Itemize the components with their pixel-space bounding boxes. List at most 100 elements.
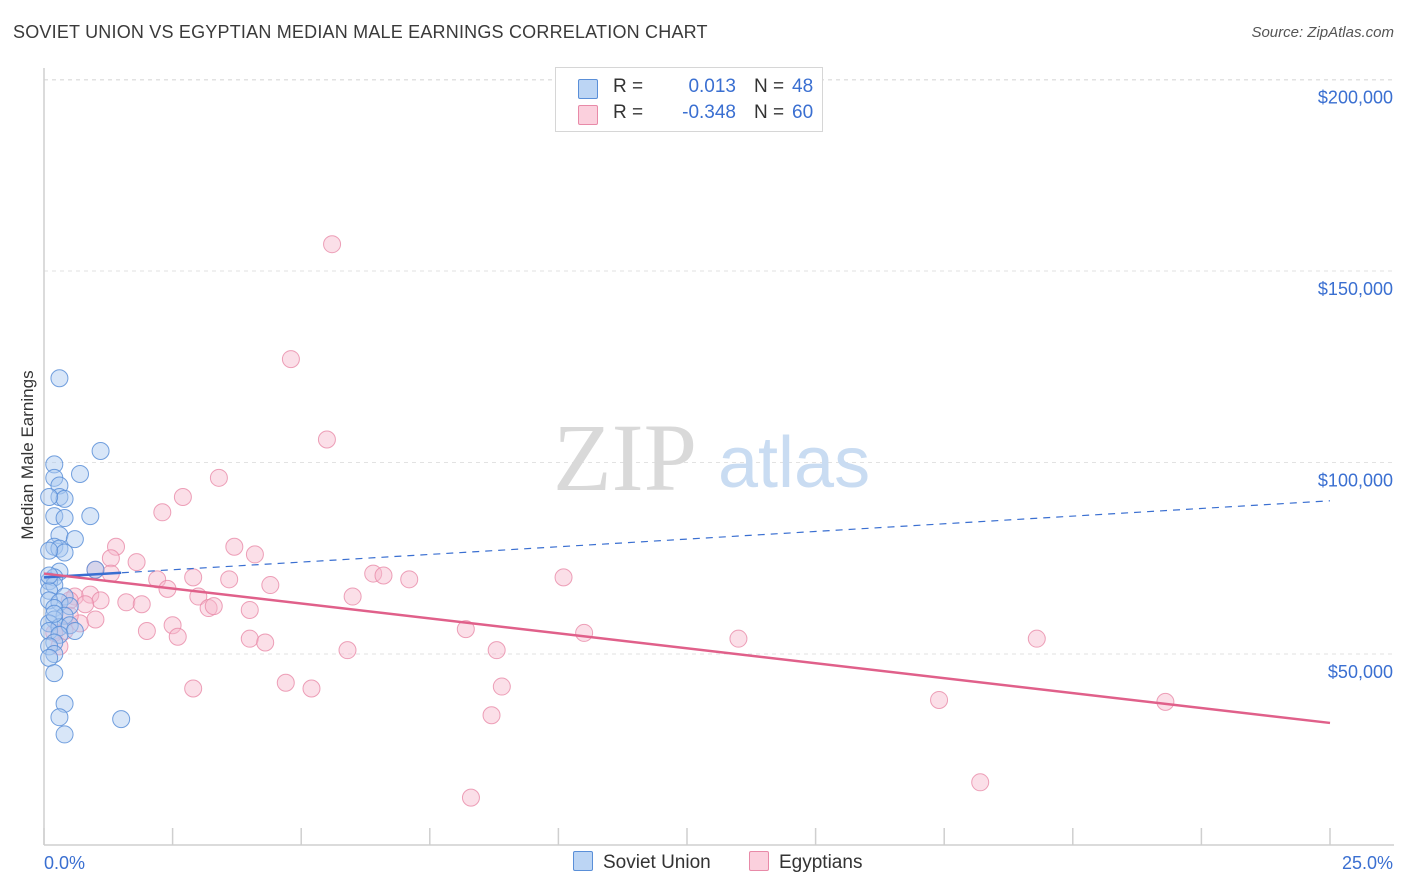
watermark-zip: ZIP [553,404,697,511]
egyptians-point [117,593,136,612]
egyptians-swatch-icon [578,105,598,125]
legend-r-value: 0.013 [688,76,736,97]
bottom-legend-egyptians-label: Egyptians [779,852,863,873]
soviet-union-point [91,442,110,461]
tick-labels: $50,000 $100,000 $150,000 $200,000 0.0% 25.0% [44,88,1393,874]
egyptians-point [323,235,342,254]
egyptians-point [245,545,264,564]
soviet-union-point [40,581,59,600]
y-tick-label: $100,000 [1318,471,1393,491]
egyptians-point [400,570,419,589]
egyptians-point [101,549,120,568]
chart-title: SOVIET UNION VS EGYPTIAN MEDIAN MALE EAR… [13,22,708,42]
egyptians-point [281,350,300,369]
legend-r-label: R = [613,76,644,97]
egyptians-point [343,587,362,606]
egyptians-point [168,627,187,646]
egyptians-point [240,629,259,648]
soviet-union-point [40,487,59,506]
soviet-union-point [40,648,59,667]
soviet-union-point [55,725,74,744]
soviet-union-point [50,708,69,727]
bottom-legend-egyptians[interactable]: Egyptians [749,851,862,874]
axes [43,68,1394,846]
egyptians-point [492,677,511,696]
egyptians-point [374,566,393,585]
soviet-union-point [40,614,59,633]
legend-n-label: N = [754,102,785,123]
soviet-union-point [45,455,64,474]
soviet-union-points [40,369,131,744]
egyptians-point [261,576,280,595]
soviet-union-trend-dashed [43,500,1331,578]
soviet-union-point [55,543,74,562]
soviet-union-point [65,530,84,549]
egyptians-point [317,430,336,449]
soviet-union-point [45,664,64,683]
egyptians-point [184,679,203,698]
bottom-legend-soviet[interactable]: Soviet Union [573,851,711,874]
egyptians-point [240,600,259,619]
soviet-union-point [55,509,74,528]
egyptians-point [81,585,100,604]
egyptians-point [729,629,748,648]
egyptians-point [971,773,990,792]
egyptians-point [456,620,475,639]
x-tick-label: 25.0% [1342,853,1393,873]
egyptians-point [132,595,151,614]
soviet-union-point [55,587,74,606]
legend-n-value: 48 [792,76,814,97]
soviet-union-trend-solid [43,571,122,579]
egyptians-point [91,591,110,610]
egyptians-point [209,468,228,487]
egyptians-point [338,641,357,660]
egyptians-point [173,487,192,506]
soviet-union-point [40,541,59,560]
egyptians-point [204,597,223,616]
egyptians-point [153,503,172,522]
y-tick-label: $200,000 [1318,88,1393,108]
legend-r-label: R = [613,102,644,123]
watermark-atlas: atlas [718,423,870,503]
soviet-swatch-icon [573,851,593,871]
egyptians-point [76,595,95,614]
correlation-legend: R = 0.013 N = 48 R = -0.348 N = 60 [555,67,823,132]
soviet-union-point [71,464,90,483]
soviet-union-point [50,593,69,612]
soviet-union-point [45,604,64,623]
x-tick-label: 0.0% [44,853,85,873]
soviet-union-point [60,597,79,616]
y-tick-label: $50,000 [1328,662,1393,682]
egyptians-point [163,616,182,635]
bottom-legend-soviet-label: Soviet Union [603,852,711,873]
soviet-union-point [50,369,69,388]
egyptians-point [930,690,949,709]
watermark: ZIP atlas [553,404,870,511]
egyptians-point [225,537,244,556]
egyptians-point [86,610,105,629]
egyptians-trend [43,572,1331,725]
trend-lines [43,500,1331,725]
egyptians-point [302,679,321,698]
y-axis-label: Median Male Earnings [18,370,37,539]
egyptians-swatch-icon [749,851,769,871]
source-credit: Source: ZipAtlas.com [1251,24,1394,41]
soviet-union-point [55,489,74,508]
egyptians-point [487,641,506,660]
egyptians-point [137,622,156,641]
soviet-union-point [50,526,69,545]
egyptians-point [554,568,573,587]
soviet-swatch-icon [578,79,598,99]
soviet-union-point [55,694,74,713]
egyptians-point [482,706,501,725]
egyptians-point [461,788,480,807]
egyptians-point [220,570,239,589]
egyptians-point [256,633,275,652]
soviet-union-point [40,622,59,641]
soviet-union-point [81,507,100,526]
legend-n-label: N = [754,76,785,97]
egyptians-points [45,235,1175,807]
egyptians-point [107,537,126,556]
soviet-union-point [112,710,131,729]
